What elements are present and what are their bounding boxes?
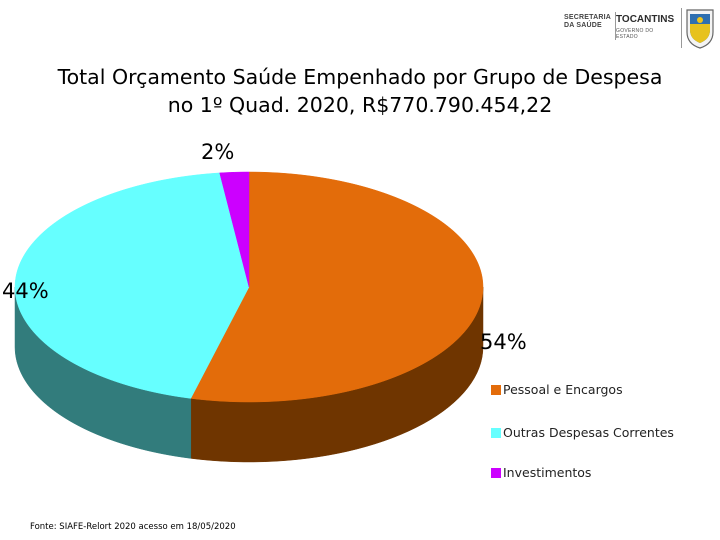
data-label-pessoal: 54% [480,330,527,354]
pie-slice-outras-despesas-correntes [14,172,250,399]
source-note: Fonte: SIAFE-Relort 2020 acesso em 18/05… [30,522,236,532]
chart-title-line1: Total Orçamento Saúde Empenhado por Grup… [57,65,663,89]
legend-swatch [491,427,501,438]
pie-slice-investimentos [219,171,250,288]
state-logo-subtext: GOVERNO DO ESTADO [616,28,654,40]
legend-item-investimentos: Investimentos [491,465,591,480]
legend-swatch [491,384,501,395]
legend-label: Pessoal e Encargos [503,382,623,397]
legend-item-pessoal: Pessoal e Encargos [491,382,623,397]
secretaria-logo: SECRETARIA DA SAÚDE [564,14,611,29]
chart-title: Total Orçamento Saúde Empenhado por Grup… [0,63,720,119]
legend-item-outras: Outras Despesas Correntes [491,425,674,440]
logo-divider [615,12,616,40]
data-label-outras: 44% [2,279,49,303]
legend-label: Outras Despesas Correntes [503,425,674,440]
legend-label: Investimentos [503,465,592,480]
state-logo-text: TOCANTINS [616,14,675,25]
pie-slice-pessoal-e-encargos [190,171,484,403]
header-logos: SECRETARIA DA SAÚDE TOCANTINS GOVERNO DO… [0,0,720,49]
legend-swatch [491,467,501,478]
logo-divider [681,8,682,48]
pie-top-group [14,171,484,403]
state-crest-icon [686,9,714,49]
data-label-investimentos: 2% [201,140,235,164]
chart-title-line2: no 1º Quad. 2020, R$770.790.454,22 [167,93,553,117]
